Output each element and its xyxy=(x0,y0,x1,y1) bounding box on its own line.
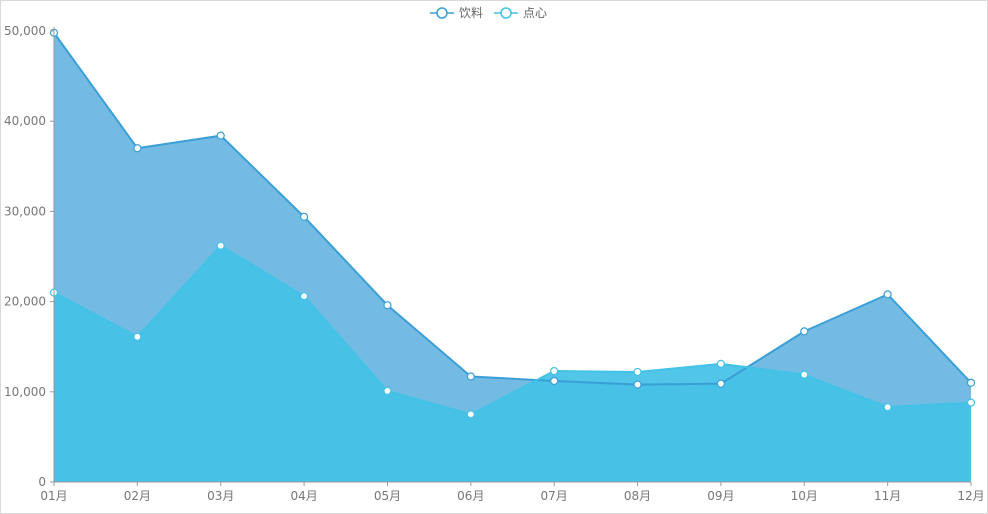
x-tick-label: 11月 xyxy=(874,489,901,503)
y-tick-label: 30,000 xyxy=(4,204,46,218)
data-point-series-2[interactable] xyxy=(133,332,142,341)
line-layer xyxy=(53,32,972,416)
legend-item-2[interactable]: 点心 xyxy=(494,6,547,20)
area-layer xyxy=(54,32,971,482)
x-tick-label: 08月 xyxy=(624,489,651,503)
x-tick-label: 06月 xyxy=(457,489,484,503)
x-tick-label: 12月 xyxy=(957,489,984,503)
data-point-series-1[interactable] xyxy=(633,380,642,389)
line-series-2 xyxy=(53,244,972,416)
point-layer xyxy=(49,28,976,419)
data-point-series-1[interactable] xyxy=(716,379,726,388)
data-point-series-1[interactable] xyxy=(800,327,809,336)
y-tick-label: 40,000 xyxy=(4,114,46,128)
area-series-2 xyxy=(54,245,971,482)
legend-item-1[interactable]: 饮料 xyxy=(430,6,483,20)
data-point-series-2[interactable] xyxy=(383,386,392,395)
data-point-series-2[interactable] xyxy=(966,398,976,407)
data-point-series-2[interactable] xyxy=(216,241,225,250)
data-point-series-2[interactable] xyxy=(633,367,642,377)
data-point-series-1[interactable] xyxy=(133,144,142,153)
data-point-series-1[interactable] xyxy=(550,376,559,386)
legend-marker-icon xyxy=(436,7,448,19)
y-tick-label: 50,000 xyxy=(4,24,46,38)
data-point-series-2[interactable] xyxy=(466,410,475,419)
legend-label: 点心 xyxy=(523,6,547,20)
legend: 饮料 点心 xyxy=(430,6,547,20)
data-point-series-2[interactable] xyxy=(800,370,809,379)
data-point-series-2[interactable] xyxy=(716,359,726,368)
data-point-series-1[interactable] xyxy=(883,290,892,299)
y-tick-label: 20,000 xyxy=(4,295,46,309)
data-point-series-1[interactable] xyxy=(383,301,392,310)
data-point-series-1[interactable] xyxy=(466,372,475,381)
legend-marker-icon xyxy=(500,7,512,19)
data-point-series-1[interactable] xyxy=(966,378,976,387)
x-tick-label: 03月 xyxy=(207,489,234,503)
line-series-1 xyxy=(53,32,972,386)
data-point-series-2[interactable] xyxy=(550,366,559,376)
x-tick-label: 07月 xyxy=(541,489,568,503)
data-point-series-2[interactable] xyxy=(883,403,892,412)
data-point-series-2[interactable] xyxy=(299,292,309,301)
x-tick-label: 04月 xyxy=(290,489,317,503)
data-point-series-1[interactable] xyxy=(216,131,225,140)
x-tick-label: 10月 xyxy=(791,489,818,503)
axes: 0 10,000 20,000 30,000 40,000 50,000 01月 02月 03月… xyxy=(4,24,985,503)
x-tick-label: 02月 xyxy=(124,489,151,503)
y-tick-label: 0 xyxy=(38,475,46,489)
x-tick-label: 05月 xyxy=(374,489,401,503)
x-tick-label: 09月 xyxy=(707,489,734,503)
x-tick-label: 01月 xyxy=(40,489,67,503)
y-tick-label: 10,000 xyxy=(4,385,46,399)
data-point-series-1[interactable] xyxy=(299,212,309,221)
legend-label: 饮料 xyxy=(459,6,483,20)
